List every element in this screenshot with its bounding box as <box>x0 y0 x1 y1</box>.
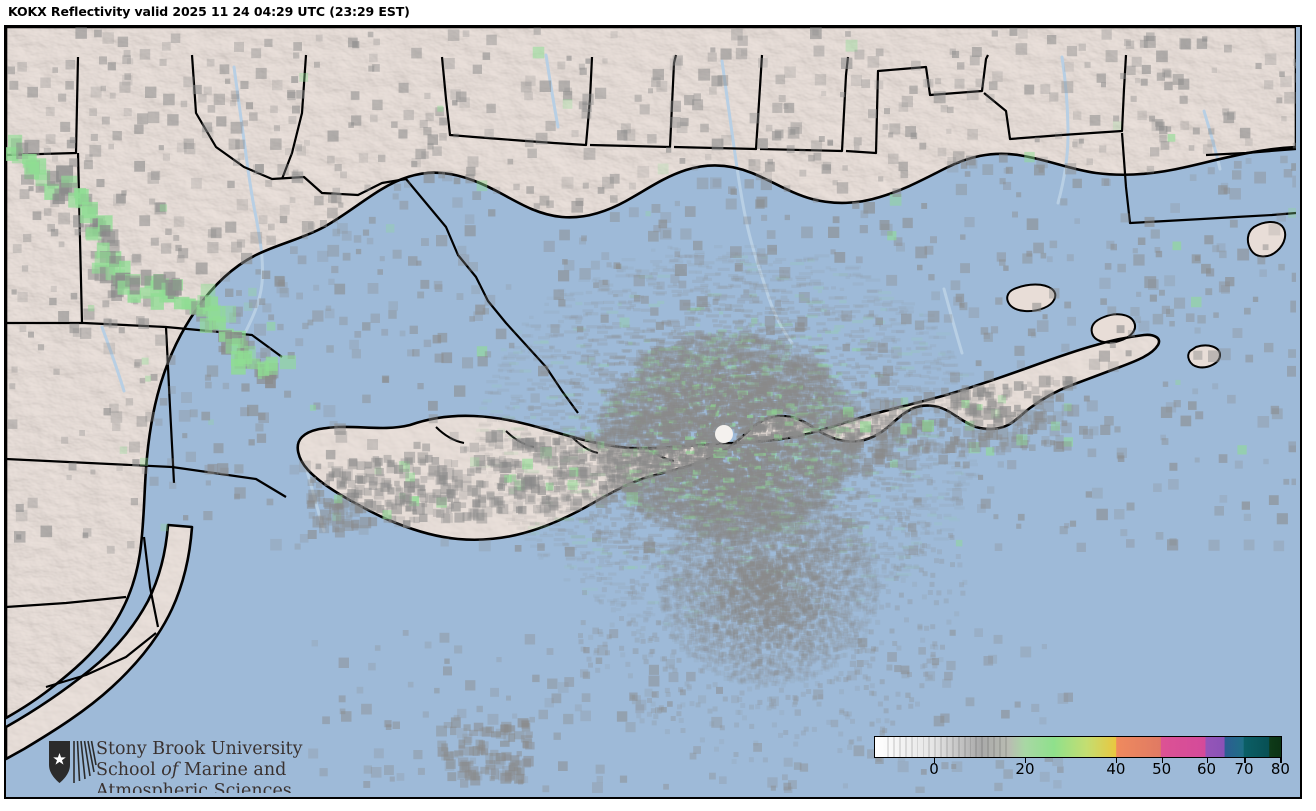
map-frame[interactable]: 0 20 40 50 60 70 80 Stony Brook <box>4 25 1302 799</box>
colorbar-tickmark <box>1280 758 1282 763</box>
logo-line-1: Stony Brook University <box>96 739 303 759</box>
colorbar-tick-label: 60 <box>1196 760 1217 778</box>
colorbar-tick-label: 70 <box>1234 760 1254 778</box>
colorbar-tickmark <box>1115 758 1118 763</box>
colorbar-ramp <box>875 737 1281 757</box>
map-canvas[interactable]: 0 20 40 50 60 70 80 Stony Brook <box>6 27 1296 793</box>
colorbar-tick-label: 80 <box>1270 760 1290 778</box>
sbu-logo-text: Stony Brook University School of Marine … <box>96 739 356 793</box>
colorbar-tickmark <box>1206 758 1209 763</box>
colorbar-stripes <box>875 737 1281 757</box>
colorbar-gradient <box>874 736 1282 758</box>
logo-line-2: School of Marine and <box>96 760 356 781</box>
logo-line-2-em: of <box>161 760 179 780</box>
logo-line-2-pre: School <box>96 760 162 780</box>
basemap-layer <box>6 27 1296 793</box>
colorbar-tickmark <box>1161 758 1164 763</box>
radar-site-marker <box>715 425 733 443</box>
colorbar-tick-label: 20 <box>1015 760 1035 778</box>
colorbar-tick-label: 40 <box>1106 760 1126 778</box>
colorbar-tickmark <box>933 758 936 763</box>
logo-line-2-post: Marine and <box>178 760 287 780</box>
colorbar-tick-label: 0 <box>929 760 939 778</box>
sbu-logo: Stony Brook University School of Marine … <box>46 739 316 793</box>
colorbar-tick-label: 50 <box>1152 760 1172 778</box>
shield-star-icon <box>49 740 97 783</box>
radar-echo-layer <box>6 27 1296 793</box>
colorbar: 0 20 40 50 60 70 80 <box>870 732 1290 792</box>
colorbar-tickmark <box>1244 758 1246 763</box>
logo-line-3: Atmospheric Sciences <box>96 781 292 793</box>
colorbar-tickmark <box>1024 758 1027 763</box>
page-title: KOKX Reflectivity valid 2025 11 24 04:29… <box>8 4 410 19</box>
